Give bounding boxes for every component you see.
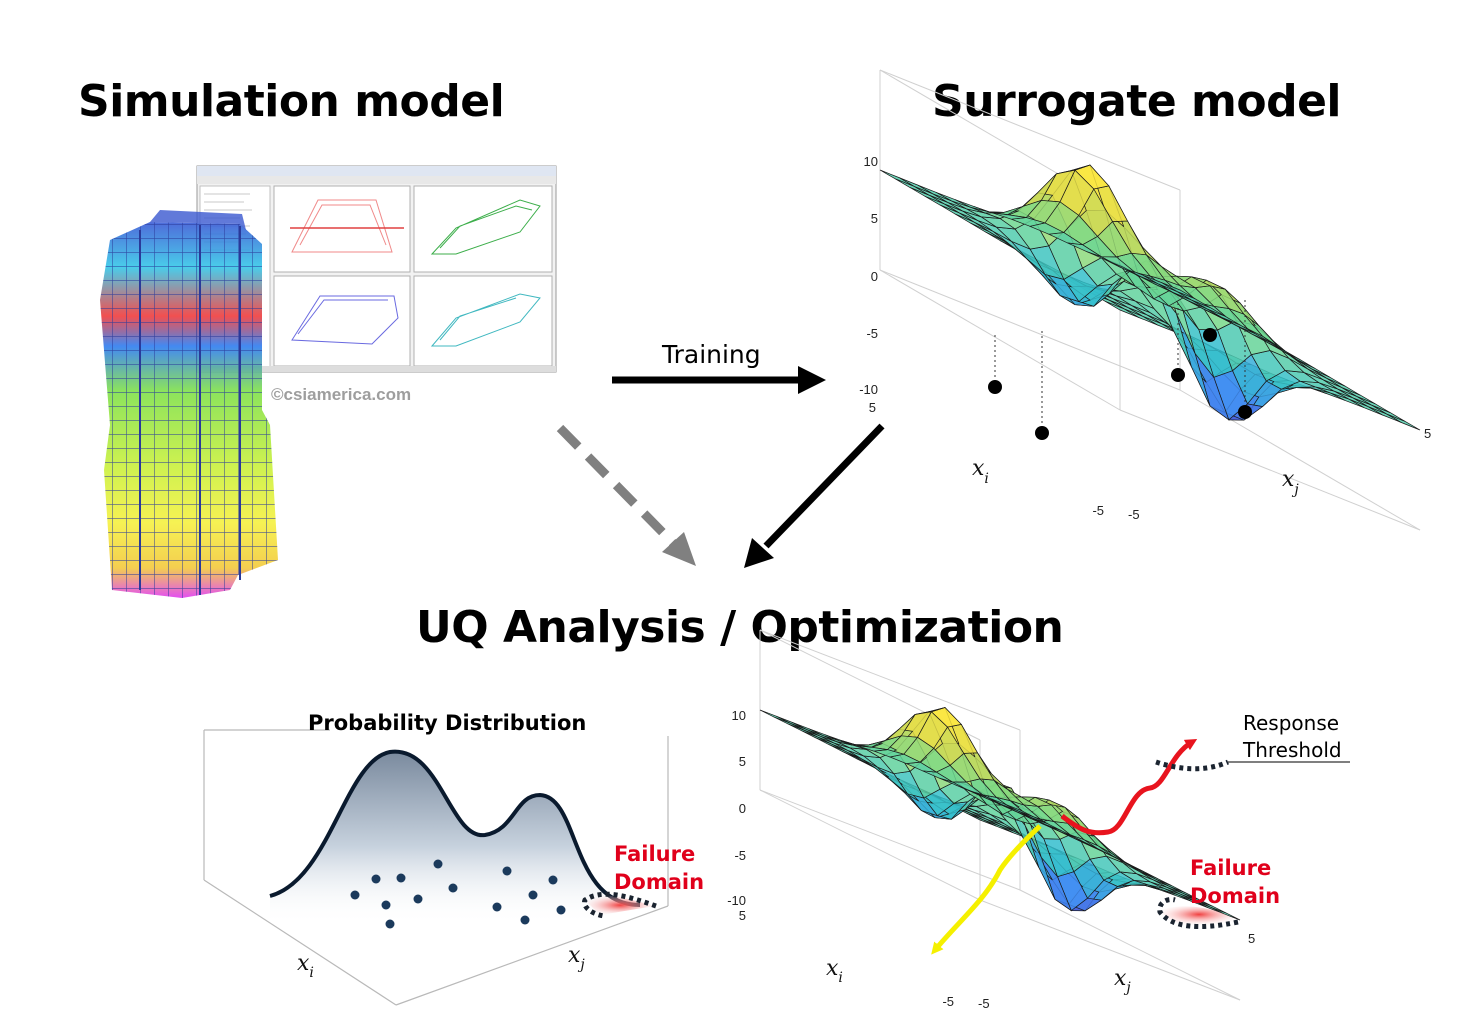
prob-xj-label: xj [568, 943, 585, 973]
z-tick: 0 [871, 269, 878, 284]
sample-point [988, 380, 1002, 394]
domain-text: Domain [1190, 884, 1281, 908]
opt-xi-label: xi [826, 956, 843, 986]
xi-tick: -5 [1092, 503, 1104, 518]
z-tick: 10 [732, 708, 746, 723]
sample-point [1035, 426, 1049, 440]
xi-tick: -5 [942, 994, 954, 1009]
opt-failure-domain-label: Failure Domain [1190, 854, 1280, 910]
training-arrow [612, 366, 826, 394]
surrogate-to-uq-arrow [744, 423, 885, 568]
axis-box-line [759, 789, 1021, 891]
z-tick: 10 [864, 154, 878, 169]
prob-box-axes [203, 729, 669, 1006]
failure-text: Failure [1190, 856, 1272, 880]
optimization-surface [759, 629, 1241, 1001]
sample-point [1203, 328, 1217, 342]
axis-box-line [759, 789, 981, 901]
opt-failure-domain [1157, 897, 1239, 930]
surface-facet [879, 169, 914, 187]
optimization-paths [931, 738, 1198, 955]
prob-xi-label: xi [297, 951, 314, 981]
opt-ticks: 10 5 0 -5 -10 5 -5 -5 5 [727, 708, 1255, 1011]
surrogate-xj-label: xj [1282, 467, 1299, 498]
probability-distribution-label: Probability Distribution [308, 711, 587, 735]
domain-text: Domain [614, 870, 705, 894]
z-tick: -10 [727, 893, 746, 908]
surrogate-sample-points [988, 300, 1252, 440]
z-tick: 5 [871, 211, 878, 226]
sample-point [1238, 405, 1252, 419]
prob-sample-points [350, 859, 566, 929]
xj-tick: 5 [1248, 931, 1255, 946]
z-tick: -5 [734, 848, 746, 863]
red-ascent-path [1060, 738, 1198, 836]
pdf-outline [269, 749, 641, 907]
axis-box-line [1019, 889, 1241, 1001]
xi-tick: 5 [869, 400, 876, 415]
opt-xj-label: xj [1114, 966, 1131, 996]
probability-density-curve [270, 751, 640, 925]
axis-box-line [879, 269, 1121, 411]
axis-box-line [879, 269, 1181, 391]
xj-tick: -5 [1128, 507, 1140, 522]
axis-box-line [879, 69, 1181, 191]
surrogate-surface [879, 69, 1421, 531]
failure-text: Failure [614, 842, 696, 866]
sample-point [1171, 368, 1185, 382]
axis-box-line [979, 899, 1241, 1001]
prob-failure-domain-label: Failure Domain [614, 840, 704, 896]
z-tick: 0 [739, 801, 746, 816]
structural-building-icon [100, 210, 278, 598]
xi-tick: 5 [739, 908, 746, 923]
response-text: Response [1243, 711, 1340, 735]
xj-tick: -5 [978, 996, 990, 1011]
uq-analysis-title: UQ Analysis / Optimization [416, 602, 1064, 653]
yellow-descent-path [931, 824, 1042, 955]
response-threshold-label: Response Threshold [1243, 710, 1342, 764]
surrogate-xi-label: xi [972, 456, 989, 487]
surrogate-z-ticks: 10 5 0 -5 -10 5 -5 -5 5 [859, 154, 1431, 522]
z-tick: -5 [866, 326, 878, 341]
watermark: ©csiamerica.com [271, 385, 412, 404]
response-threshold-marker [1155, 759, 1350, 772]
axis-box-line [759, 629, 1021, 731]
simulation-to-uq-dashed-arrow [556, 424, 696, 566]
axis-box-line [1119, 409, 1421, 531]
simulation-model-title: Simulation model [78, 76, 505, 127]
surface-facet [759, 709, 791, 724]
z-tick: 5 [739, 754, 746, 769]
z-tick: -10 [859, 382, 878, 397]
prob-failure-domain [582, 891, 657, 919]
training-label: Training [662, 340, 761, 369]
xj-tick: 5 [1424, 426, 1431, 441]
threshold-text: Threshold [1243, 738, 1342, 762]
